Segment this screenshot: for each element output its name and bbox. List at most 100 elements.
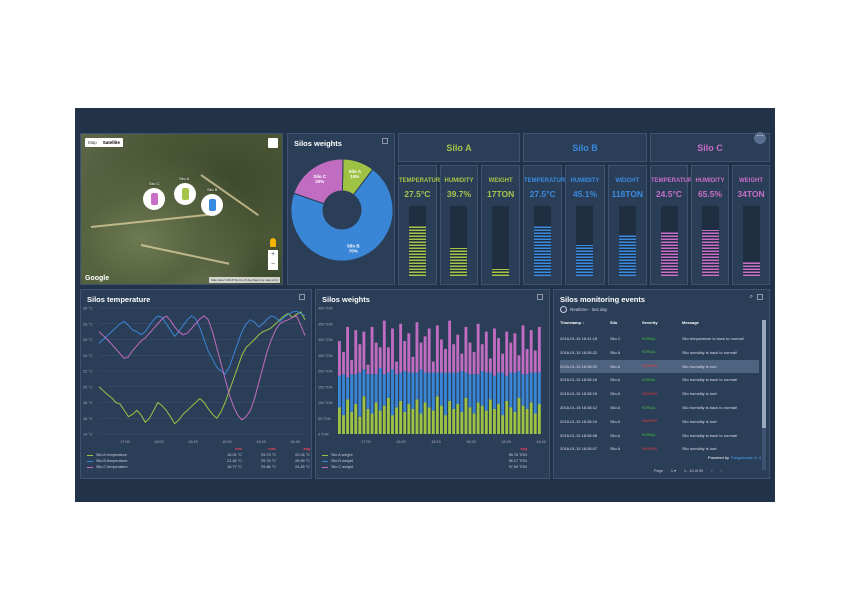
column-severity[interactable]: Severity (642, 320, 658, 325)
bar-silo-c-weight[interactable] (411, 356, 415, 373)
bar-silo-b-weight[interactable] (484, 372, 488, 411)
bar-silo-b-weight[interactable] (537, 372, 541, 405)
bar-silo-c-weight[interactable] (513, 333, 517, 373)
bar-silo-c-weight[interactable] (452, 344, 456, 373)
bar-silo-c-weight[interactable] (456, 334, 460, 373)
bar-silo-c-weight[interactable] (378, 347, 382, 368)
bar-silo-c-weight[interactable] (464, 326, 468, 373)
bar-silo-c-weight[interactable] (346, 326, 350, 378)
map-widget[interactable]: Map Satellite + − Google Map data ©2018 … (80, 133, 283, 285)
bar-silo-a-weight[interactable] (533, 413, 537, 434)
bar-silo-b-weight[interactable] (476, 374, 480, 403)
bar-silo-a-weight[interactable] (411, 408, 415, 434)
bar-silo-b-weight[interactable] (480, 371, 484, 406)
bar-silo-b-weight[interactable] (338, 375, 341, 408)
bar-silo-a-weight[interactable] (497, 404, 500, 434)
bar-silo-a-weight[interactable] (537, 404, 541, 434)
bar-silo-b-weight[interactable] (521, 374, 525, 406)
bar-silo-c-weight[interactable] (370, 326, 374, 375)
bar-silo-c-weight[interactable] (399, 323, 403, 373)
weights-bar-chart[interactable]: 0 TON 50 TON 100 TON 150 TON 200 TON 250 TON 3… (316, 304, 550, 454)
bar-silo-c-weight[interactable] (395, 361, 398, 375)
bar-silo-b-weight[interactable] (509, 372, 513, 408)
bar-silo-a-weight[interactable] (505, 400, 509, 434)
bar-silo-c-weight[interactable] (338, 341, 341, 376)
bar-silo-a-weight[interactable] (403, 411, 407, 434)
scrollbar-thumb[interactable] (762, 320, 766, 428)
table-row[interactable]: 2018-01-15 18:38:15 Silo A WARNING Silo hum… (560, 387, 759, 400)
table-row[interactable]: 2018-01-15 18:38:22 Silo A NORMAL Silo humi… (560, 346, 759, 359)
bar-silo-a-weight[interactable] (431, 410, 435, 434)
bar-silo-b-weight[interactable] (366, 374, 370, 409)
bar-silo-a-weight[interactable] (358, 416, 362, 434)
bar-silo-c-weight[interactable] (435, 325, 439, 373)
legend-row[interactable]: Silo B weight 96.17 TON (322, 458, 527, 464)
bar-silo-c-weight[interactable] (472, 352, 476, 375)
bar-silo-c-weight[interactable] (423, 336, 427, 373)
bar-silo-b-weight[interactable] (440, 372, 443, 406)
bar-silo-b-weight[interactable] (423, 372, 427, 403)
bar-silo-c-weight[interactable] (529, 330, 533, 373)
fullscreen-icon[interactable] (537, 294, 543, 300)
bar-silo-a-weight[interactable] (440, 405, 443, 434)
temperature-line-chart[interactable]: 14 °C 16 °C 18 °C 20 °C 22 °C 24 °C 26 °C 28 °C… (81, 304, 312, 454)
bar-silo-b-weight[interactable] (529, 372, 533, 403)
map-tab[interactable]: Map (88, 140, 97, 145)
bar-silo-c-weight[interactable] (521, 325, 525, 375)
sort-arrow-icon[interactable]: ↓ (582, 320, 585, 325)
bar-silo-c-weight[interactable] (358, 344, 362, 373)
bar-silo-b-weight[interactable] (378, 367, 382, 411)
bar-silo-c-weight[interactable] (488, 358, 492, 373)
street-view-pegman-icon[interactable] (270, 238, 276, 247)
fullscreen-icon[interactable] (757, 294, 763, 300)
realtime-selector[interactable]: Realtime - last day (560, 306, 607, 313)
bar-silo-c-weight[interactable] (354, 330, 358, 375)
bar-silo-a-weight[interactable] (346, 399, 350, 434)
bar-silo-c-weight[interactable] (342, 352, 345, 375)
more-options-icon[interactable]: ⋯ (754, 132, 766, 144)
bar-silo-c-weight[interactable] (476, 323, 480, 375)
bar-silo-c-weight[interactable] (440, 339, 443, 373)
bar-silo-a-weight[interactable] (419, 413, 423, 434)
bar-silo-a-weight[interactable] (513, 411, 517, 434)
bar-silo-b-weight[interactable] (444, 372, 447, 416)
bar-silo-b-weight[interactable] (472, 374, 476, 414)
bar-silo-b-weight[interactable] (403, 371, 407, 412)
powered-brand-link[interactable]: Thingsboard v1.4 (730, 455, 761, 460)
table-row[interactable]: 2018-01-15 18:38:10 Silo A WARNING Silo hum… (560, 415, 759, 428)
page-select[interactable]: 1 ▾ (670, 469, 676, 473)
fullscreen-icon[interactable] (382, 138, 388, 144)
bar-silo-a-weight[interactable] (354, 404, 358, 434)
bar-silo-c-weight[interactable] (431, 361, 435, 373)
bar-silo-a-weight[interactable] (448, 400, 452, 434)
donut-slice-silo-b[interactable] (290, 168, 394, 262)
bar-silo-a-weight[interactable] (460, 411, 464, 434)
bar-silo-a-weight[interactable] (488, 399, 492, 434)
bar-silo-b-weight[interactable] (533, 372, 537, 414)
bar-silo-c-weight[interactable] (517, 355, 521, 371)
bar-silo-b-weight[interactable] (505, 375, 509, 401)
bar-silo-c-weight[interactable] (382, 320, 386, 375)
series-line-silo-c-temperature[interactable] (98, 315, 306, 421)
table-row[interactable]: 2018-01-15 18:38:16 Silo A NORMAL Silo humi… (560, 373, 759, 386)
bar-silo-b-weight[interactable] (354, 374, 358, 405)
bar-silo-a-weight[interactable] (468, 407, 472, 434)
bar-silo-c-weight[interactable] (468, 342, 472, 375)
prev-page-icon[interactable]: ‹ (711, 468, 713, 473)
bar-silo-b-weight[interactable] (399, 372, 403, 401)
bar-silo-a-weight[interactable] (382, 405, 386, 434)
bar-silo-a-weight[interactable] (374, 402, 378, 435)
column-message[interactable]: Message (682, 320, 699, 325)
bar-silo-b-weight[interactable] (415, 372, 419, 400)
bar-silo-c-weight[interactable] (391, 328, 394, 370)
bar-silo-b-weight[interactable] (460, 371, 464, 412)
bar-silo-c-weight[interactable] (403, 341, 407, 371)
bar-silo-a-weight[interactable] (435, 396, 439, 434)
bar-silo-a-weight[interactable] (378, 410, 382, 434)
bar-silo-c-weight[interactable] (493, 328, 496, 376)
bar-silo-a-weight[interactable] (476, 402, 480, 435)
bar-silo-c-weight[interactable] (460, 353, 464, 371)
bar-silo-a-weight[interactable] (472, 413, 476, 434)
bar-silo-a-weight[interactable] (350, 411, 354, 434)
bar-silo-a-weight[interactable] (399, 400, 403, 434)
